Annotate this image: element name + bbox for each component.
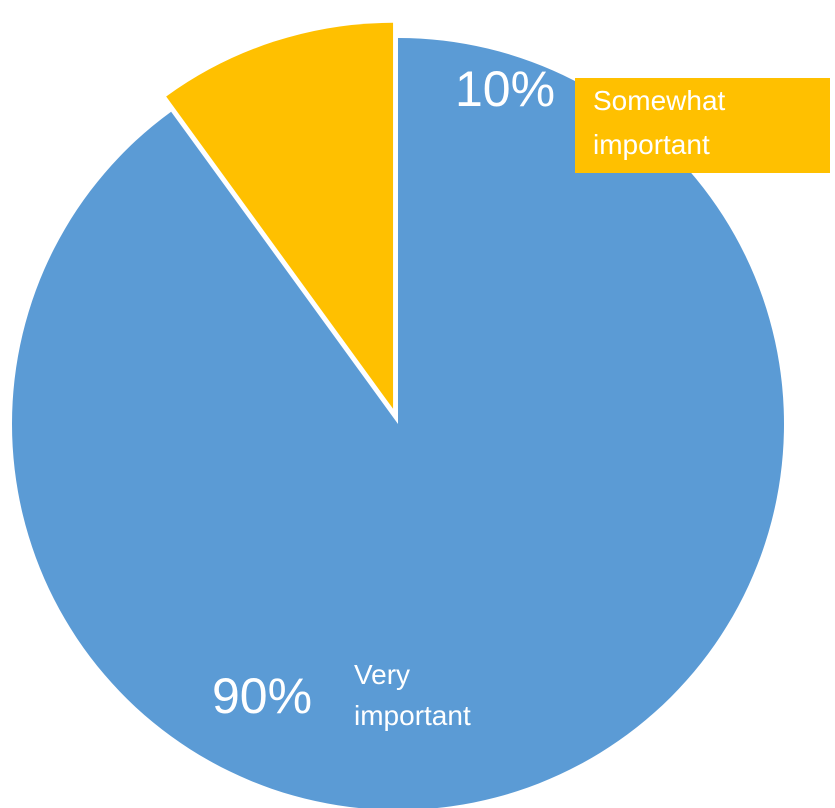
somewhat-important-percent-label: 10%	[455, 61, 555, 117]
somewhat-important-category-label-line1: Somewhat	[593, 85, 726, 116]
pie-slice-very-important	[12, 38, 784, 808]
very-important-category-label-line1: Very	[354, 659, 410, 690]
very-important-category-label-line2: important	[354, 700, 471, 731]
slice-label-very-important: 90% Very important	[212, 659, 471, 731]
very-important-percent-label: 90%	[212, 668, 312, 724]
somewhat-important-label-box	[575, 78, 830, 173]
pie-slice-somewhat-important	[166, 22, 394, 409]
slice-label-somewhat-important: 10% Somewhat important	[455, 61, 830, 173]
pie-slices	[12, 22, 784, 808]
somewhat-important-category-label-line2: important	[593, 129, 710, 160]
